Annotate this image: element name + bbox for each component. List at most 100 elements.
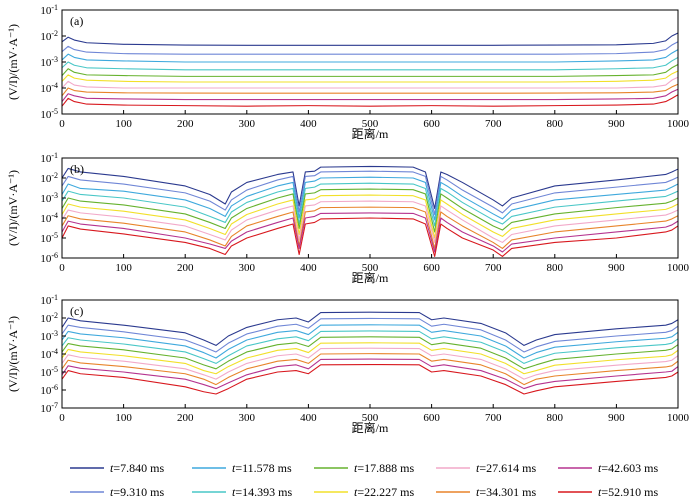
series-line-3: [61, 176, 679, 221]
x-tick-label: 700: [485, 118, 502, 130]
legend-label: t=34.301 ms: [476, 485, 536, 499]
x-tick-label: 800: [547, 262, 564, 274]
legend-entry-4: t=14.393 ms: [192, 485, 292, 499]
series-line-2: [61, 41, 679, 55]
x-tick-label: 1000: [667, 262, 690, 274]
legend-entry-2: t=9.310 ms: [70, 485, 164, 499]
legend-label: t=14.393 ms: [232, 485, 292, 499]
legend-entry-1: t=7.840 ms: [70, 461, 164, 475]
y-tick-label: 10-1: [40, 293, 58, 308]
plot-frame: [61, 157, 679, 259]
panel-c: 0 100 200 300 400 500 600 700 800 900 1000 10-7 10-6…: [6, 293, 690, 436]
series-line-1: [61, 165, 679, 210]
panel-label: (a): [70, 14, 83, 28]
series-line-10: [61, 217, 679, 257]
x-tick-label: 400: [300, 118, 317, 130]
x-tick-label: 100: [115, 118, 132, 130]
series-line-9: [61, 212, 679, 253]
x-tick-label: 600: [423, 262, 440, 274]
series-line-9: [61, 88, 679, 102]
legend-label: t=27.614 ms: [476, 461, 536, 475]
x-tick-label: 200: [177, 412, 194, 424]
y-tick-label: 10-3: [40, 191, 58, 206]
x-tick-label: 0: [59, 412, 65, 424]
legend-entry-9: t=42.603 ms: [558, 461, 658, 475]
x-tick-label: 600: [423, 118, 440, 130]
series-line-10: [61, 363, 679, 395]
series-line-8: [61, 83, 679, 97]
x-tick-label: 100: [115, 412, 132, 424]
series-line-3: [61, 324, 679, 359]
x-tick-label: 600: [423, 412, 440, 424]
series-line-2: [61, 317, 679, 353]
y-tick-label: 10-1: [40, 151, 58, 166]
x-tick-label: 300: [239, 412, 256, 424]
series-line-9: [61, 358, 679, 390]
x-tick-label: 800: [547, 412, 564, 424]
series-line-4: [61, 56, 679, 71]
legend-label: t=17.888 ms: [354, 461, 414, 475]
legend-label: t=22.227 ms: [354, 485, 414, 499]
y-tick-label: 10-3: [40, 329, 58, 344]
series-line-1: [61, 32, 679, 46]
y-axis-label: (V/I)/(mV·A⁻¹): [6, 170, 20, 246]
x-tick-label: 100: [115, 262, 132, 274]
x-tick-label: 500: [362, 262, 379, 274]
legend-entry-10: t=52.910 ms: [558, 485, 658, 499]
y-tick-label: 10-2: [40, 311, 58, 326]
x-tick-label: 900: [608, 262, 625, 274]
series-line-2: [61, 170, 679, 216]
legend-label: t=9.310 ms: [110, 485, 164, 499]
x-tick-label: 0: [59, 118, 65, 130]
x-tick-label: 1000: [667, 412, 690, 424]
panel-a: 0 100 200 300 400 500 600 700 800 900 1000 10-5 10-4…: [6, 3, 690, 142]
y-tick-label: 10-5: [40, 365, 58, 380]
series-line-3: [61, 49, 679, 63]
series-line-4: [61, 330, 679, 364]
series-line-7: [61, 76, 679, 89]
y-tick-label: 10-5: [40, 231, 58, 246]
series-line-6: [61, 342, 679, 375]
x-tick-label: 0: [59, 262, 65, 274]
series-line-4: [61, 182, 679, 227]
y-tick-label: 10-6: [40, 251, 58, 266]
x-tick-label: 500: [362, 412, 379, 424]
x-tick-label: 700: [485, 412, 502, 424]
y-tick-label: 10-2: [40, 171, 58, 186]
x-tick-label: 500: [362, 118, 379, 130]
legend-label: t=42.603 ms: [598, 461, 658, 475]
x-axis-label: 距离/m: [352, 420, 389, 435]
legend: t=7.840 ms t=9.310 ms t=11.578 ms t=14.393 …: [70, 461, 658, 499]
y-axis-label: (V/I)/(mV·A⁻¹): [6, 24, 20, 100]
series-line-7: [61, 347, 679, 380]
x-tick-label: 1000: [667, 118, 690, 130]
y-tick-label: 10-2: [40, 29, 58, 44]
y-tick-label: 10-4: [40, 347, 58, 362]
series-line-5: [61, 188, 679, 233]
x-tick-label: 400: [300, 412, 317, 424]
series-line-6: [61, 70, 679, 83]
legend-entry-7: t=27.614 ms: [436, 461, 536, 475]
series-line-6: [61, 194, 679, 239]
x-tick-label: 300: [239, 262, 256, 274]
y-tick-label: 10-4: [40, 81, 58, 96]
x-tick-label: 200: [177, 118, 194, 130]
y-tick-label: 10-6: [40, 383, 58, 398]
y-tick-label: 10-4: [40, 211, 58, 226]
panel-label: (c): [70, 304, 83, 318]
y-tick-label: 10-7: [40, 401, 58, 416]
series-line-8: [61, 353, 679, 386]
x-tick-label: 700: [485, 262, 502, 274]
series-line-5: [61, 64, 679, 77]
y-tick-label: 10-3: [40, 55, 58, 70]
y-axis-label: (V/I)/(mV·A⁻¹): [6, 316, 20, 392]
legend-label: t=7.840 ms: [110, 461, 164, 475]
panels: 0 100 200 300 400 500 600 700 800 900 100010-510-4…: [6, 3, 690, 436]
x-tick-label: 900: [608, 412, 625, 424]
legend-entry-6: t=22.227 ms: [314, 485, 414, 499]
series-line-1: [61, 311, 679, 346]
x-axis-label: 距离/m: [352, 270, 389, 285]
series-line-10: [61, 94, 679, 107]
x-tick-label: 400: [300, 262, 317, 274]
